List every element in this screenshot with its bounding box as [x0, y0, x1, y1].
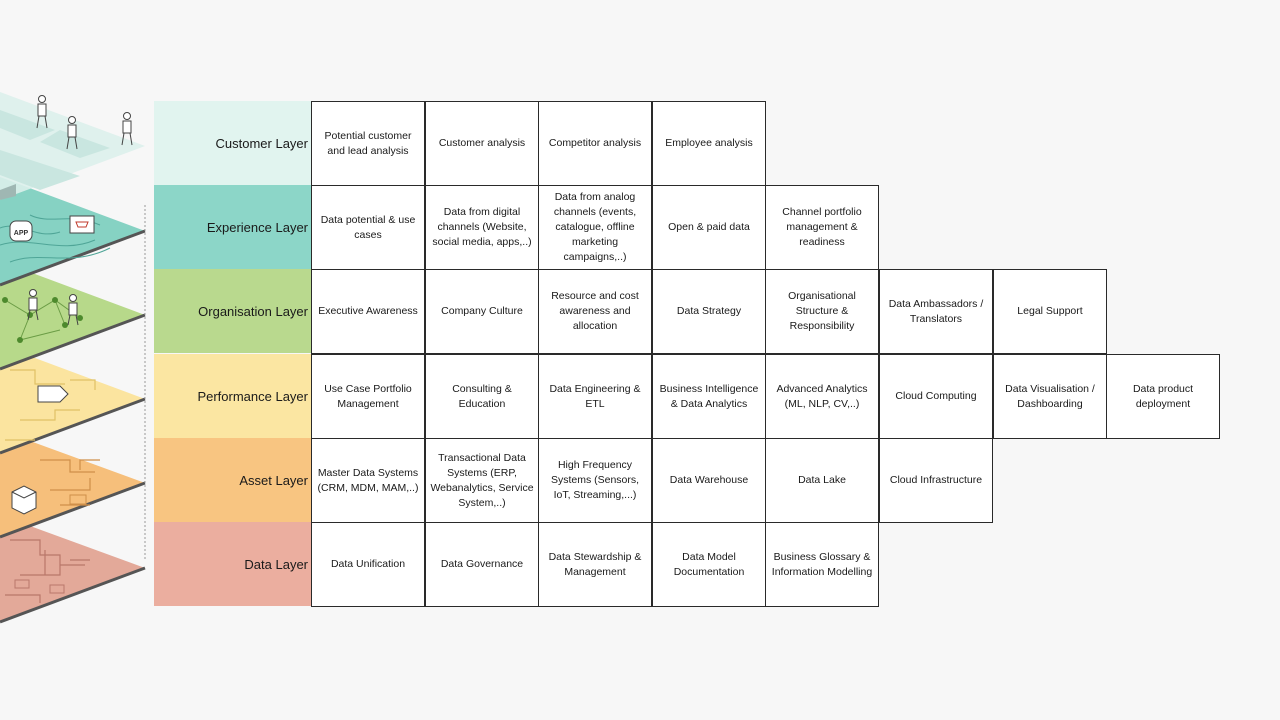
layer-label-experience: Experience Layer	[154, 185, 311, 269]
capability-cell: Data Strategy	[652, 269, 766, 354]
capability-cell: Organisational Structure & Responsibilit…	[765, 269, 879, 354]
asset-layer-plate	[0, 430, 146, 539]
capability-cell: Open & paid data	[652, 185, 766, 270]
capability-cell: Resource and cost awareness and allocati…	[538, 269, 652, 354]
layer-label-asset: Asset Layer	[154, 438, 311, 522]
capability-cell: Data Engineering & ETL	[538, 354, 652, 439]
performance-layer-plate	[0, 345, 146, 455]
capability-cell: Business Intelligence & Data Analytics	[652, 354, 766, 439]
capability-cell: Data product deployment	[1106, 354, 1220, 439]
capability-cell: Competitor analysis	[538, 101, 652, 186]
capability-cell: Data Unification	[311, 522, 425, 607]
capability-cell: Company Culture	[425, 269, 539, 354]
capability-cell: Channel portfolio management & readiness	[765, 185, 879, 270]
person-icon	[36, 95, 48, 129]
person-icon	[27, 289, 39, 321]
capability-cell: Advanced Analytics (ML, NLP, CV,..)	[765, 354, 879, 439]
layer-label-data: Data Layer	[154, 522, 311, 606]
capability-cell: Executive Awareness	[311, 269, 425, 354]
app-icon-text: APP	[14, 230, 29, 237]
capability-cell: Data Ambassadors / Translators	[879, 269, 993, 354]
person-icon	[67, 294, 79, 326]
capability-cell: Business Glossary & Information Modellin…	[765, 522, 879, 607]
cart-icon	[69, 215, 95, 234]
capability-cell: Data Governance	[425, 522, 539, 607]
data-layer-plate	[0, 515, 146, 624]
capability-cell: Customer analysis	[425, 101, 539, 186]
capability-cell: Data Visualisation / Dashboarding	[993, 354, 1107, 439]
layer-label-organisation: Organisation Layer	[154, 269, 311, 353]
capability-cell: High Frequency Systems (Sensors, IoT, St…	[538, 438, 652, 523]
capability-cell: Employee analysis	[652, 101, 766, 186]
layer-label-customer: Customer Layer	[154, 101, 311, 185]
capability-cell: Use Case Portfolio Management	[311, 354, 425, 439]
person-icon	[66, 116, 78, 150]
capability-cell: Cloud Infrastructure	[879, 438, 993, 523]
capability-cell: Data from digital channels (Website, soc…	[425, 185, 539, 270]
capability-cell: Data potential & use cases	[311, 185, 425, 270]
capability-cell: Transactional Data Systems (ERP, Webanal…	[425, 438, 539, 523]
tag-icon	[37, 385, 69, 403]
capability-cell: Data Warehouse	[652, 438, 766, 523]
capability-cell: Legal Support	[993, 269, 1107, 354]
customer-layer-plate	[0, 92, 145, 200]
capability-cell: Data Lake	[765, 438, 879, 523]
capability-cell: Potential customer and lead analysis	[311, 101, 425, 186]
capability-cell: Data Model Documentation	[652, 522, 766, 607]
cube-icon	[11, 485, 37, 515]
capability-cell: Data from analog channels (events, catal…	[538, 185, 652, 270]
app-icon: APP	[9, 220, 33, 242]
person-icon	[121, 112, 133, 146]
capability-cell: Consulting & Education	[425, 354, 539, 439]
capability-cell: Cloud Computing	[879, 354, 993, 439]
capability-cell: Master Data Systems (CRM, MDM, MAM,..)	[311, 438, 425, 523]
layer-label-performance: Performance Layer	[154, 354, 311, 438]
layer-stack-illustration: APP	[0, 92, 146, 624]
capability-cell: Data Stewardship & Management	[538, 522, 652, 607]
